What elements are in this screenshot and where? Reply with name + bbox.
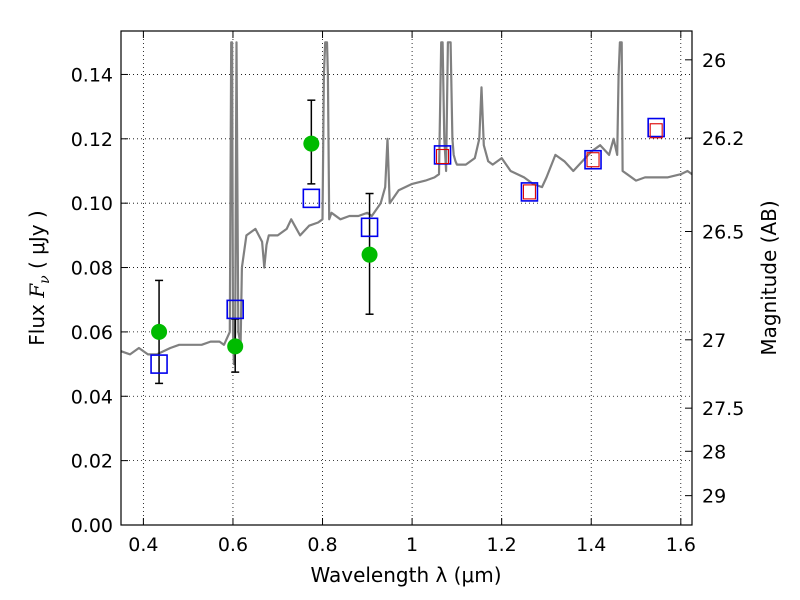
- magnitude-axis-ticks: 26 26.2 26.5 27 27.5 28 29: [685, 50, 744, 508]
- y-tick-label: 0.10: [71, 193, 113, 215]
- x-axis-ticks: 0.4 0.6 0.8 1 1.2 1.4 1.6: [128, 31, 696, 556]
- y-tick-label: 0.06: [71, 322, 113, 344]
- magnitude-tick-label: 26.2: [702, 128, 744, 150]
- y-axis-ticks: 0.00 0.02 0.04 0.06 0.08 0.10 0.12 0.14: [71, 64, 128, 537]
- observed-point: [361, 246, 378, 263]
- magnitude-tick-label: 26.5: [702, 221, 744, 243]
- y-tick-label: 0.12: [71, 129, 113, 151]
- inner-photometry-point: [436, 148, 450, 165]
- model-photometry-point: [647, 117, 665, 138]
- y-tick-label: 0.00: [71, 515, 113, 537]
- x-tick-label: 1.4: [576, 534, 606, 556]
- model-photometry-point: [150, 354, 168, 374]
- y-tick-label: 0.14: [71, 64, 113, 86]
- magnitude-tick-label: 26: [702, 50, 726, 72]
- y-tick-label: 0.08: [71, 258, 113, 280]
- x-axis-title: Wavelength λ (μm): [310, 563, 501, 587]
- model-photometry-point: [584, 149, 602, 170]
- observed-point: [227, 338, 244, 355]
- model-photometry-point: [302, 188, 321, 209]
- plot-frame: [120, 30, 693, 526]
- magnitude-tick-label: 29: [702, 486, 726, 508]
- x-tick-label: 1: [406, 534, 418, 556]
- magnitude-tick-label: 28: [702, 441, 726, 463]
- x-tick-label: 1.6: [666, 534, 696, 556]
- model-photometry-point: [520, 182, 539, 202]
- plot-background: [121, 31, 692, 525]
- magnitude-tick-label: 27: [702, 330, 726, 352]
- x-tick-label: 1.2: [487, 534, 517, 556]
- inner-photometry-point: [522, 184, 536, 200]
- plot-area: [121, 41, 692, 385]
- x-tick-label: 0.8: [307, 534, 337, 556]
- x-tick-label: 0.4: [128, 534, 158, 556]
- y-axis-title: Flux Fν ( μJy ): [25, 210, 53, 345]
- magnitude-tick-label: 27.5: [702, 398, 744, 420]
- model-photometry-point: [360, 217, 379, 238]
- inner-photometry-point: [649, 123, 663, 139]
- inner-photometry-point: [586, 152, 600, 168]
- x-tick-label: 0.6: [218, 534, 248, 556]
- magnitude-axis-title: Magnitude (AB): [757, 200, 781, 355]
- observed-point: [303, 135, 320, 152]
- model-photometry-point: [226, 299, 244, 320]
- observed-point: [151, 323, 168, 340]
- y-tick-label: 0.02: [71, 451, 113, 473]
- y-tick-label: 0.04: [71, 386, 113, 408]
